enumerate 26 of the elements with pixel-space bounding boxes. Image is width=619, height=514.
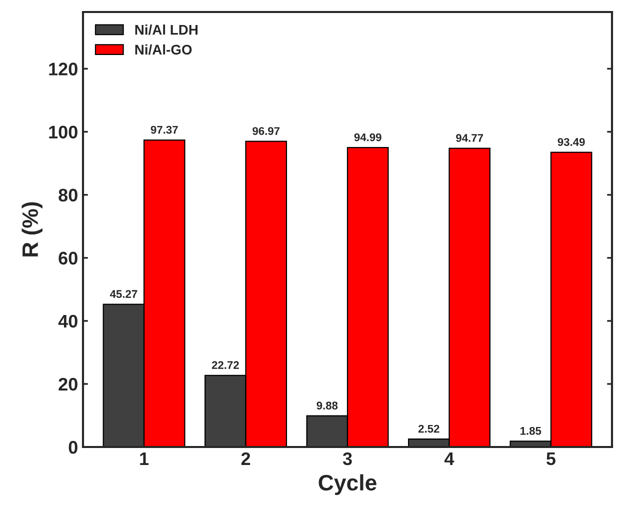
data-label: 94.99 bbox=[354, 133, 382, 142]
y-tick-label: 40 bbox=[58, 314, 78, 328]
data-label: 9.88 bbox=[316, 402, 338, 410]
x-tick-label: 4 bbox=[444, 452, 454, 465]
y-tick-label: 80 bbox=[58, 188, 78, 202]
data-label: 93.49 bbox=[558, 138, 585, 146]
data-label: 22.72 bbox=[212, 361, 239, 369]
y-axis-title: R (%) bbox=[22, 202, 42, 256]
legend-label: Ni/Al-GO bbox=[135, 44, 192, 55]
y-tick-label: 120 bbox=[49, 62, 78, 76]
x-tick-label: 2 bbox=[241, 452, 250, 465]
y-tick-label: 100 bbox=[49, 126, 78, 139]
data-label: 2.52 bbox=[418, 424, 440, 433]
data-label: 94.77 bbox=[456, 134, 483, 142]
y-tick-label: 20 bbox=[58, 378, 78, 391]
y-tick-label: 0 bbox=[68, 440, 78, 454]
x-tick-label: 1 bbox=[140, 452, 149, 465]
x-tick-label: 5 bbox=[546, 452, 556, 466]
data-label: 96.97 bbox=[252, 127, 280, 135]
y-tick-label: 60 bbox=[58, 252, 78, 265]
x-axis-title: Cycle bbox=[318, 474, 376, 495]
data-label: 97.37 bbox=[150, 126, 178, 134]
x-tick-label: 3 bbox=[342, 452, 352, 466]
data-label: 45.27 bbox=[110, 290, 138, 298]
data-label: 1.85 bbox=[520, 426, 542, 435]
legend-label: Ni/Al LDH bbox=[135, 24, 198, 35]
